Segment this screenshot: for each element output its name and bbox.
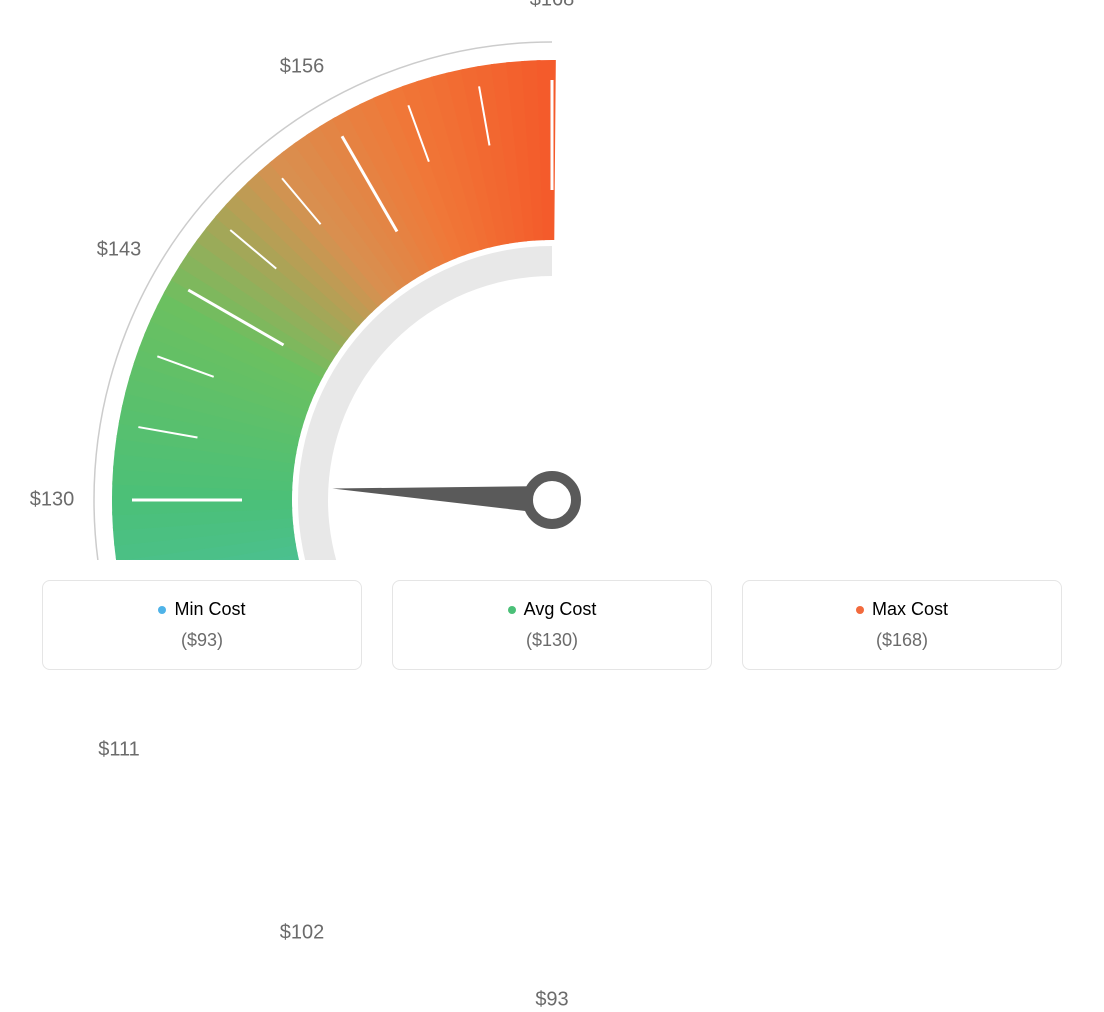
gauge-tick-label: $111	[98, 739, 140, 762]
legend-title-max: Max Cost	[856, 599, 948, 620]
gauge-tick-label: $130	[30, 489, 75, 512]
legend-card-max: Max Cost ($168)	[742, 580, 1062, 670]
gauge-tick-label: $102	[280, 922, 325, 945]
gauge-container: $93$102$111$130$143$156$168	[0, 0, 1104, 560]
dot-icon	[158, 606, 166, 614]
gauge-tick-label: $93	[535, 989, 568, 1012]
gauge-chart	[0, 0, 1104, 560]
gauge-tick-label: $168	[530, 0, 575, 12]
legend-row: Min Cost ($93) Avg Cost ($130) Max Cost …	[0, 580, 1104, 670]
legend-label: Max Cost	[872, 599, 948, 620]
legend-value: ($168)	[763, 630, 1041, 651]
dot-icon	[856, 606, 864, 614]
legend-card-avg: Avg Cost ($130)	[392, 580, 712, 670]
gauge-tick-label: $156	[280, 55, 325, 78]
gauge-tick-label: $143	[97, 239, 142, 262]
legend-label: Avg Cost	[524, 599, 597, 620]
legend-value: ($130)	[413, 630, 691, 651]
dot-icon	[508, 606, 516, 614]
legend-title-min: Min Cost	[158, 599, 245, 620]
legend-card-min: Min Cost ($93)	[42, 580, 362, 670]
legend-label: Min Cost	[174, 599, 245, 620]
legend-title-avg: Avg Cost	[508, 599, 597, 620]
legend-value: ($93)	[63, 630, 341, 651]
